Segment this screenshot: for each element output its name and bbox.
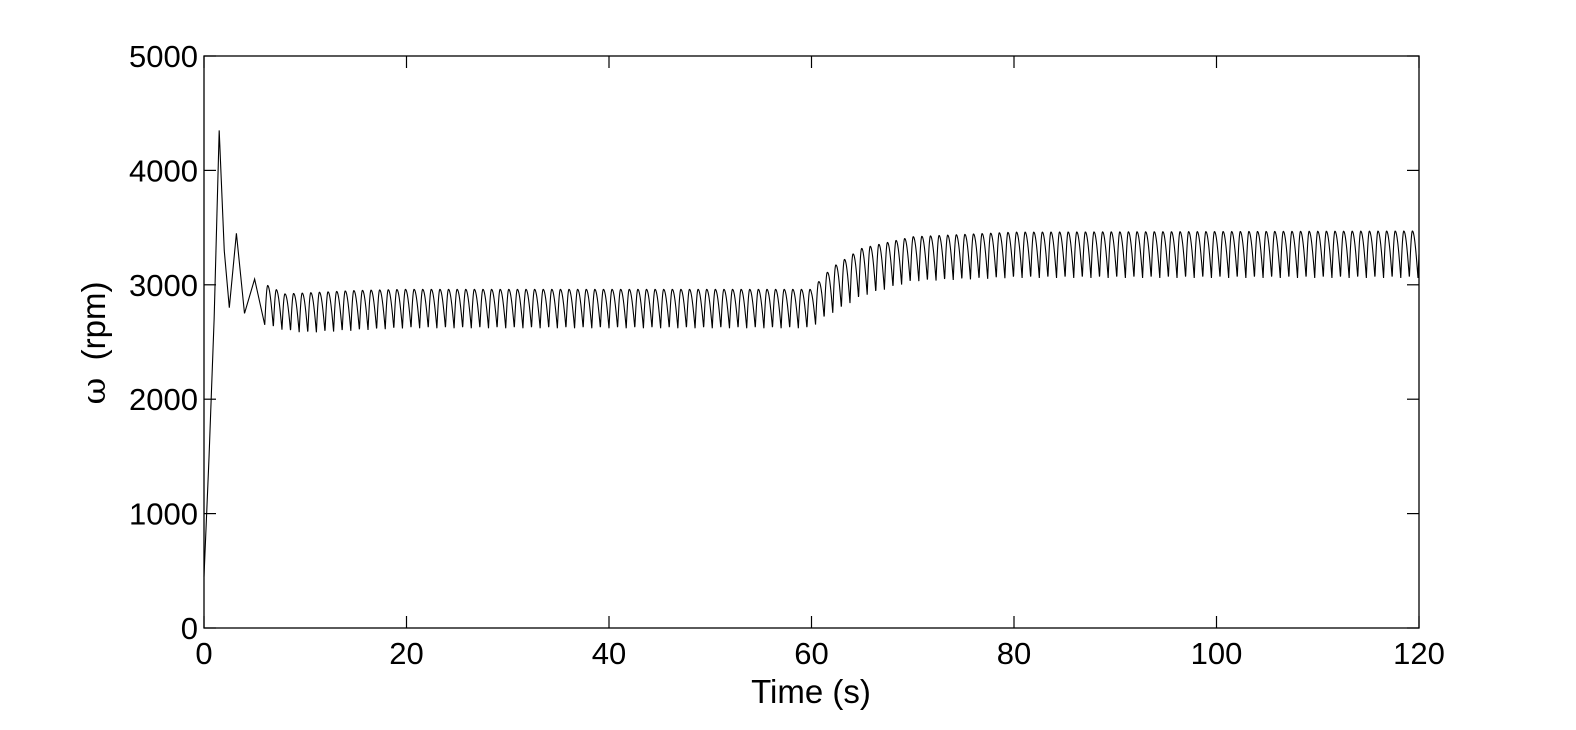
y-tick-label: 0 [181,611,198,646]
x-tick-label: 100 [1191,636,1243,671]
y-tick-label: 1000 [129,497,198,532]
x-tick-label: 40 [592,636,626,671]
series-line [203,130,1420,577]
x-axis: 0 20 40 60 80 100 120 [195,56,1445,671]
y-axis: 0 1000 2000 3000 4000 5000 [129,39,1419,646]
y-axis-label: ω (rpm) [74,282,113,405]
y-tick-label: 5000 [129,39,198,74]
y-axis-symbol: ω [74,378,113,405]
y-tick-label: 2000 [129,382,198,417]
x-tick-label: 60 [794,636,828,671]
x-axis-label: Time (s) [751,673,871,710]
y-tick-label: 3000 [129,268,198,303]
x-tick-label: 120 [1393,636,1445,671]
y-axis-unit: (rpm) [75,282,112,361]
x-tick-label: 20 [389,636,423,671]
y-tick-label: 4000 [129,153,198,188]
plot-area [203,55,1420,629]
x-tick-label: 80 [997,636,1031,671]
x-tick-label: 0 [195,636,212,671]
